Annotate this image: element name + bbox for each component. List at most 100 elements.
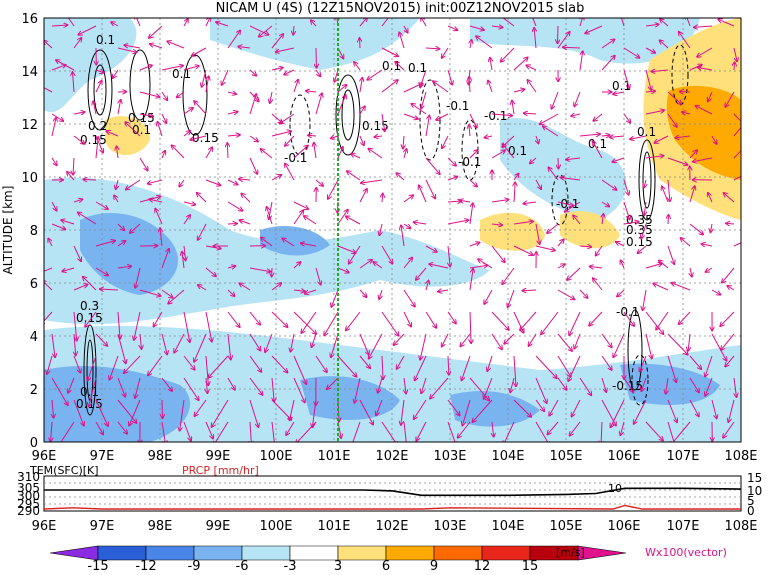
wind-vector bbox=[395, 62, 405, 71]
contour-label: -0.1 bbox=[616, 305, 639, 319]
wind-vector bbox=[249, 94, 256, 115]
sub-x-tick-label: 103E bbox=[433, 519, 466, 534]
wind-vector bbox=[593, 113, 603, 121]
sub-left-tick: 310 bbox=[17, 470, 40, 484]
wind-vector bbox=[610, 136, 625, 137]
wind-vector bbox=[271, 68, 283, 71]
wind-vector bbox=[183, 66, 199, 71]
contour-label: 0.1 bbox=[172, 67, 191, 81]
wind-vector bbox=[293, 210, 304, 225]
wind-vector bbox=[112, 69, 119, 78]
wind-vector bbox=[62, 267, 75, 272]
wind-vector bbox=[161, 91, 168, 101]
wind-vector bbox=[513, 399, 531, 417]
wind-vector bbox=[403, 311, 411, 327]
wind-vector bbox=[382, 193, 383, 203]
wind-vector bbox=[469, 150, 478, 159]
contour-label: 0.2 bbox=[88, 119, 107, 133]
wind-vector bbox=[403, 289, 415, 307]
wind-vector bbox=[293, 311, 317, 334]
wind-vector bbox=[547, 421, 559, 435]
wind-vector bbox=[87, 355, 97, 381]
colorbar-segment bbox=[385, 545, 435, 561]
wind-vector bbox=[239, 283, 251, 291]
wind-vector bbox=[117, 266, 132, 268]
wind-vector bbox=[421, 91, 427, 109]
wind-vector bbox=[705, 377, 713, 396]
wind-vector bbox=[167, 41, 185, 49]
x-tick-label: 105E bbox=[549, 449, 582, 464]
wind-vector bbox=[574, 333, 581, 349]
wind-vector bbox=[733, 113, 741, 123]
wind-vector bbox=[227, 201, 243, 211]
wind-vector bbox=[708, 193, 713, 203]
colorbar-segment bbox=[97, 545, 147, 561]
wind-vector bbox=[135, 267, 141, 288]
wind-vector bbox=[530, 157, 537, 164]
wind-vector bbox=[523, 202, 537, 204]
wind-vector bbox=[327, 377, 339, 389]
wind-vector bbox=[617, 289, 625, 297]
wind-vector bbox=[271, 131, 292, 137]
wind-vector bbox=[249, 267, 271, 272]
wind-vector bbox=[393, 333, 405, 345]
wind-vector bbox=[403, 421, 407, 442]
wind-vector bbox=[733, 242, 741, 247]
colorbar-tick: 6 bbox=[382, 559, 390, 574]
wind-vector bbox=[514, 182, 515, 203]
wind-vector bbox=[404, 149, 407, 159]
wind-vector bbox=[359, 333, 369, 355]
wind-vector bbox=[500, 47, 515, 62]
colorbar-tick: 9 bbox=[430, 559, 438, 574]
contour-label: 0.1 bbox=[80, 385, 99, 399]
wind-vector bbox=[259, 25, 273, 37]
wind-vector bbox=[579, 51, 583, 71]
wind-vector bbox=[73, 311, 77, 341]
wind-vector bbox=[95, 267, 108, 276]
wind-vector bbox=[337, 267, 349, 273]
contour-neg-4 bbox=[551, 174, 569, 226]
wind-vector bbox=[270, 91, 272, 103]
wind-vector bbox=[425, 245, 437, 252]
wind-vector bbox=[286, 421, 295, 435]
wind-vector bbox=[725, 91, 735, 107]
wind-vector bbox=[543, 126, 559, 137]
wind-vector bbox=[563, 47, 581, 48]
colorbar-tick: -9 bbox=[188, 559, 201, 574]
wind-vector bbox=[734, 62, 735, 71]
wind-vector bbox=[645, 156, 664, 158]
wind-vector bbox=[117, 146, 119, 159]
wind-vector bbox=[701, 244, 713, 246]
wind-vector bbox=[557, 239, 564, 247]
wind-vector bbox=[337, 147, 343, 159]
wind-vector bbox=[334, 69, 339, 82]
wind-vector bbox=[645, 69, 651, 90]
wind-vector bbox=[645, 47, 656, 53]
wind-vector bbox=[461, 355, 471, 381]
wind-vector bbox=[379, 289, 382, 299]
wind-vector bbox=[620, 260, 624, 269]
wind-vector bbox=[205, 311, 212, 342]
colorbar-segment bbox=[433, 545, 483, 561]
wind-vector bbox=[527, 80, 537, 93]
wind-vector bbox=[569, 311, 581, 336]
wind-vector bbox=[690, 267, 692, 277]
wind-vector bbox=[249, 399, 259, 427]
wind-vector bbox=[667, 421, 675, 442]
wind-vector bbox=[491, 200, 509, 203]
wind-vector bbox=[469, 25, 484, 30]
wind-vector bbox=[403, 135, 404, 149]
wind-vector bbox=[396, 173, 405, 181]
contour-label: 0.3 bbox=[80, 299, 99, 313]
shade-blue-mid-small bbox=[260, 225, 330, 256]
wind-vector bbox=[328, 179, 339, 199]
x-tick-label: 107E bbox=[666, 449, 699, 464]
wind-vector bbox=[448, 245, 450, 267]
wind-vector bbox=[694, 26, 713, 27]
wind-vector bbox=[513, 245, 533, 255]
wind-vector bbox=[447, 311, 456, 324]
wind-vector bbox=[271, 355, 288, 373]
wind-vector bbox=[249, 135, 258, 142]
contour-label: 0.15 bbox=[626, 235, 653, 249]
wind-vector bbox=[304, 216, 317, 225]
